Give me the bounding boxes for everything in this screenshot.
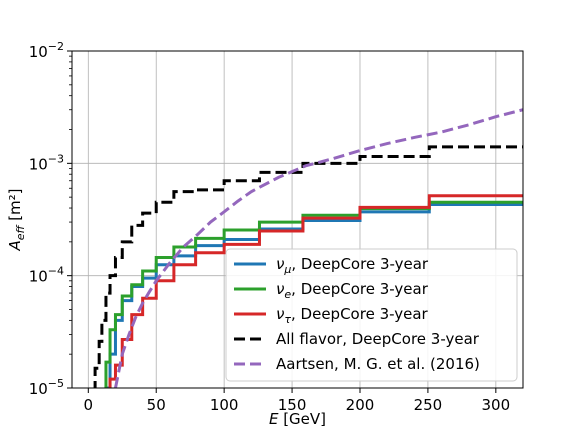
legend-nu-symbol: ν [276, 280, 284, 298]
x-tick-label: 50 [147, 396, 166, 414]
legend-nu-subscript: e [284, 288, 291, 301]
y-tick-exponent: −5 [48, 377, 64, 390]
y-tick-exponent: −4 [48, 265, 64, 278]
axes-frame [71, 50, 524, 389]
x-tick-label: 0 [84, 396, 94, 414]
y-axis-label-symbol: A [6, 240, 24, 251]
y-axis-label: Aeff [m²] [6, 188, 27, 251]
x-tick-label: 100 [210, 396, 239, 414]
y-tick-label: 10−3 [29, 152, 64, 173]
x-tick-label: 200 [346, 396, 375, 414]
series-line-4 [113, 108, 523, 388]
legend-nu-symbol: ν [276, 305, 284, 323]
legend-nu-symbol: ν [276, 255, 284, 273]
legend-entry-0: νμ, DeepCore 3-year [276, 255, 429, 276]
series-line-3 [93, 145, 523, 388]
legend-nu-subscript: μ [283, 263, 291, 276]
y-tick-exponent: −3 [48, 152, 64, 165]
y-axis-label-unit: [m²] [6, 188, 24, 225]
legend-label-text: , DeepCore 3-year [291, 280, 429, 298]
x-tick-label: 300 [482, 396, 511, 414]
y-tick-label: 10−2 [29, 40, 64, 61]
y-tick-base: 10 [29, 268, 48, 286]
legend-entry-1: νe, DeepCore 3-year [276, 280, 429, 301]
x-axis-label: E [GeV] [269, 410, 326, 428]
x-tick-label: 150 [278, 396, 307, 414]
legend-entry-4: Aartsen, M. G. et al. (2016) [276, 355, 480, 373]
x-axis-label-unit: [GeV] [283, 410, 326, 428]
legend-entry-3: All flavor, DeepCore 3-year [276, 330, 480, 348]
y-tick-base: 10 [29, 155, 48, 173]
legend-entry-2: ντ, DeepCore 3-year [276, 305, 429, 326]
y-tick-base: 10 [29, 380, 48, 398]
legend-label-text: , DeepCore 3-year [291, 255, 429, 273]
legend-box [225, 248, 518, 382]
y-tick-base: 10 [29, 43, 48, 61]
y-tick-label: 10−5 [29, 377, 64, 398]
x-tick-label: 250 [414, 396, 443, 414]
y-tick-label: 10−4 [29, 265, 64, 286]
x-axis-label-symbol: E [269, 410, 283, 428]
legend-label-text: , DeepCore 3-year [291, 305, 429, 323]
legend-nu-subscript: τ [284, 313, 291, 326]
plot-area [93, 108, 523, 388]
y-tick-exponent: −2 [48, 40, 64, 53]
y-axis-label-subscript: eff [14, 225, 27, 241]
series-group [93, 108, 523, 388]
